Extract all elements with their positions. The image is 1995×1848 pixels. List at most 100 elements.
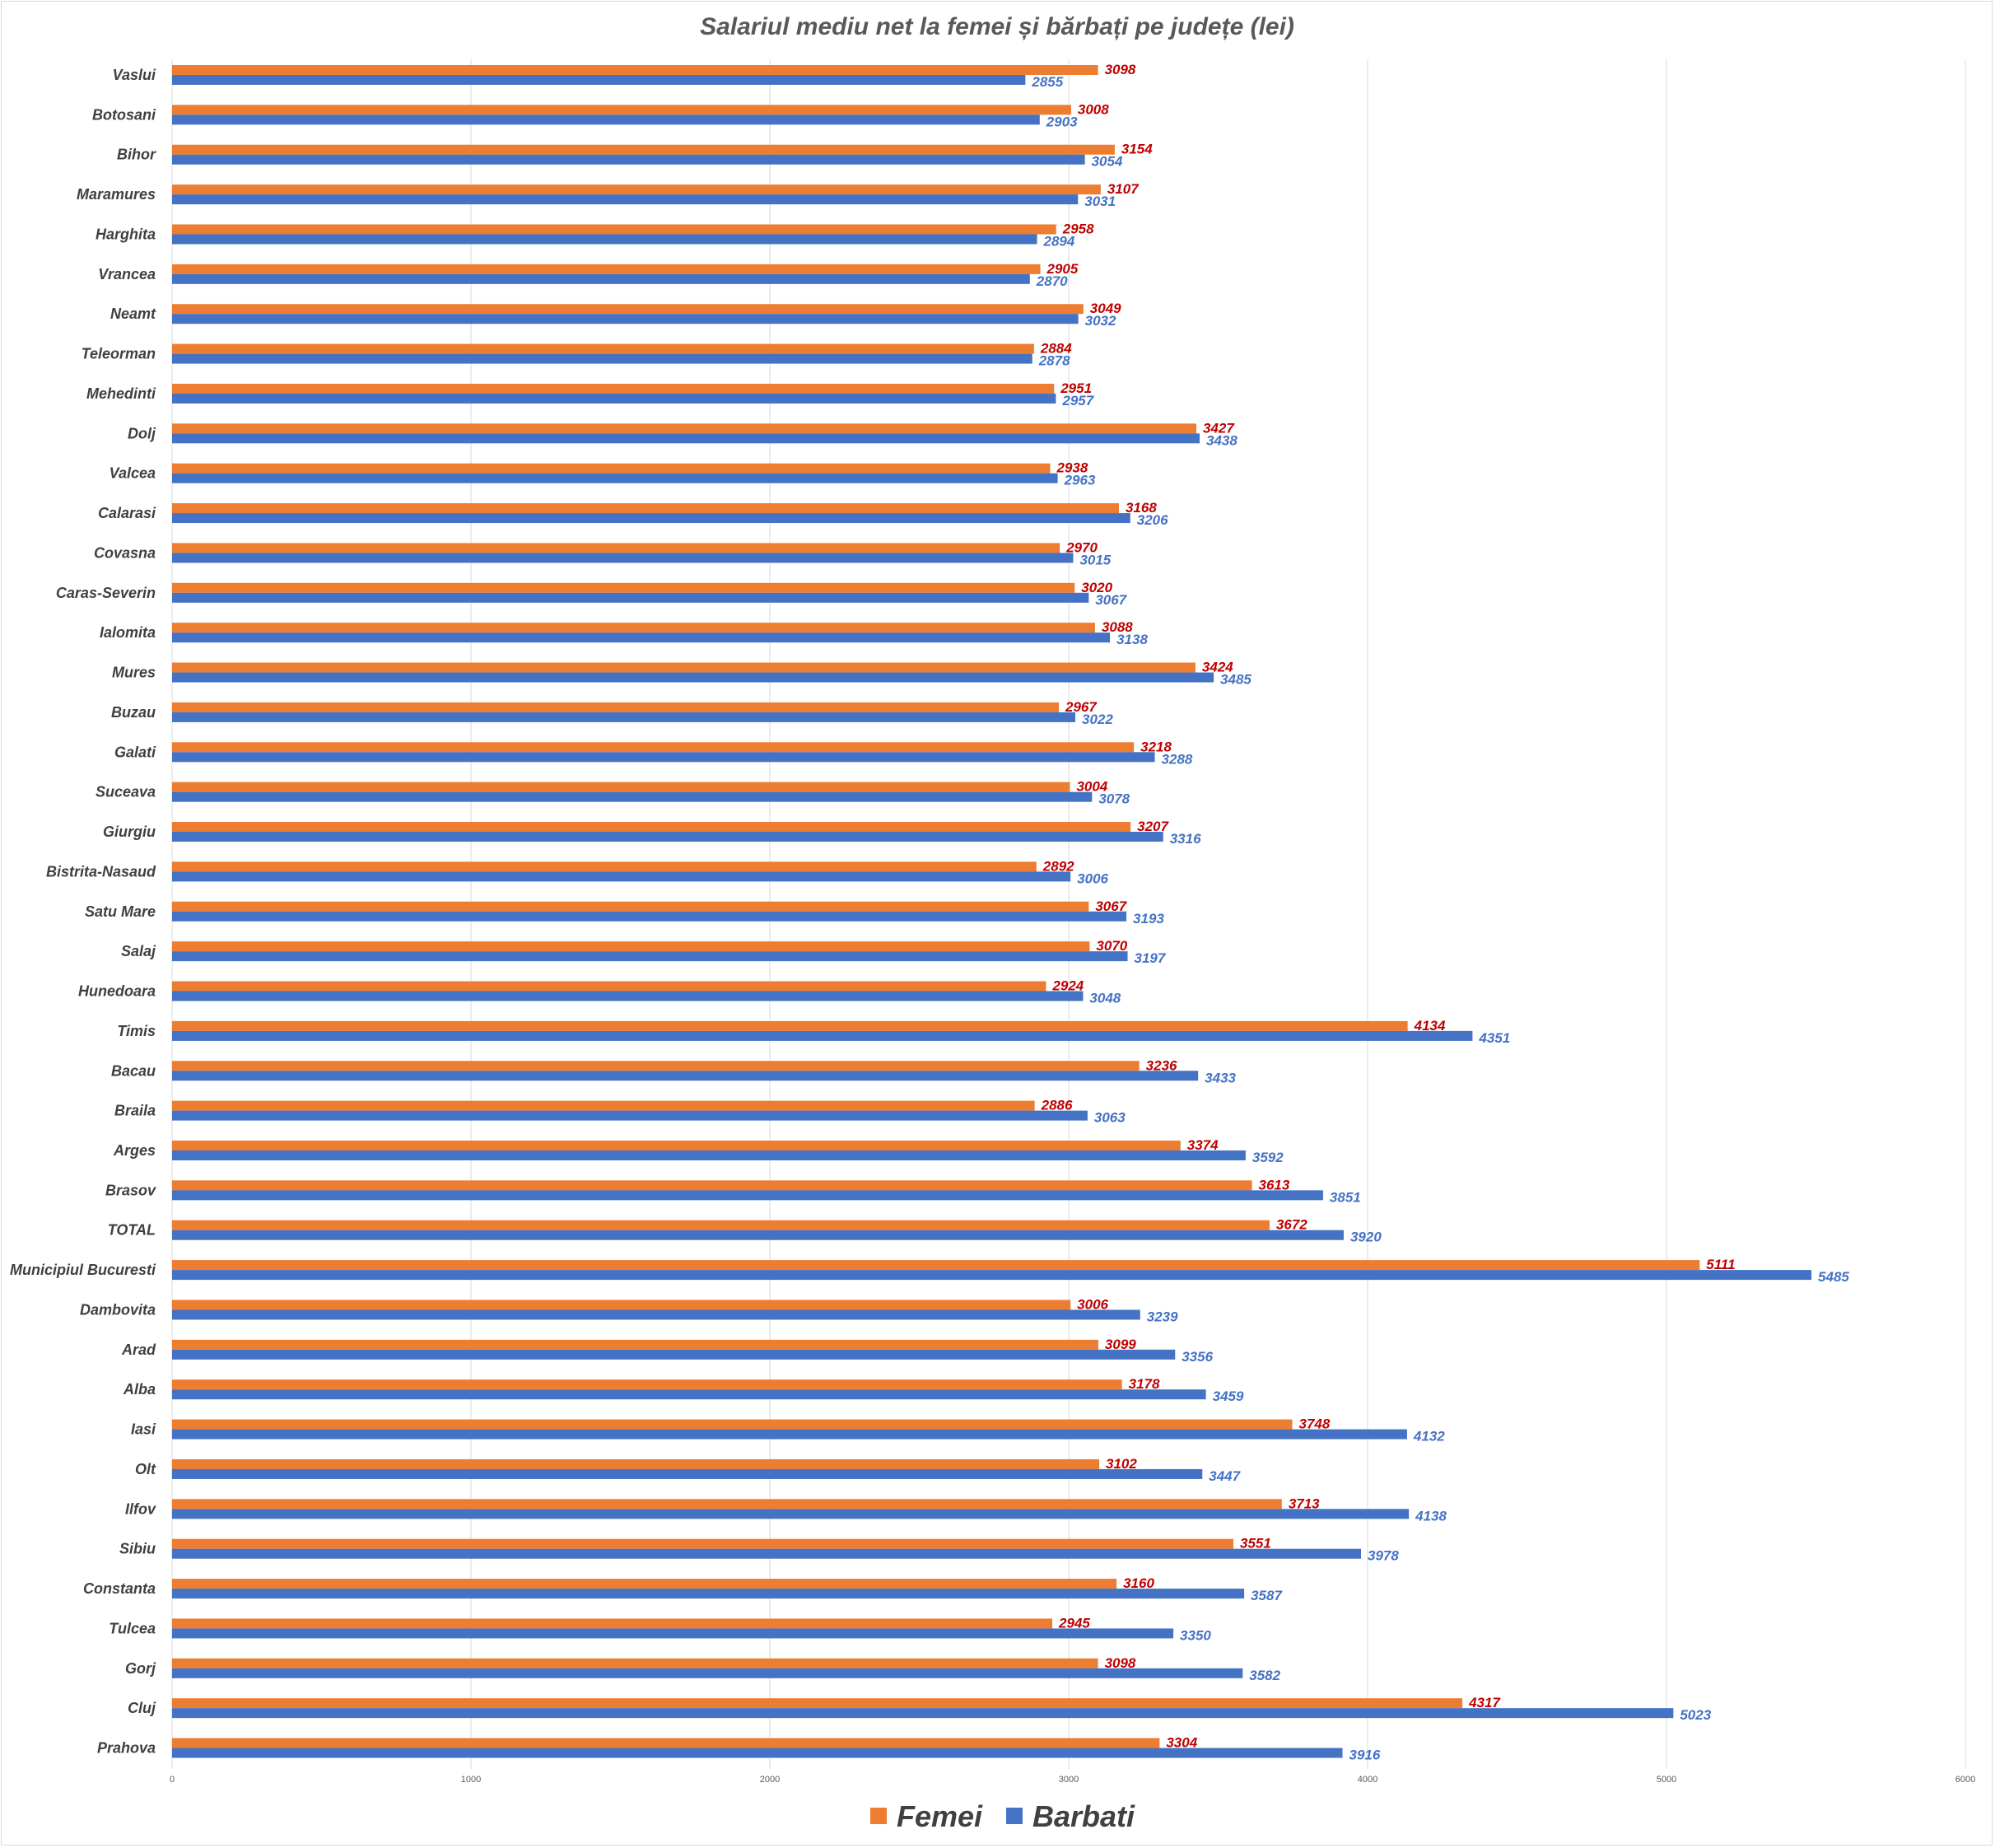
data-label-femei: 3168 (1126, 500, 1157, 516)
bar-femei (172, 543, 1060, 553)
data-label-femei: 2905 (1046, 261, 1079, 277)
data-label-barbati: 2894 (1043, 233, 1075, 249)
bar-barbati (172, 1748, 1343, 1758)
bar-femei (172, 65, 1098, 75)
bar-barbati (172, 194, 1079, 205)
bar-femei (172, 623, 1095, 633)
category-label: Dambovita (80, 1301, 156, 1318)
bar-femei (172, 1061, 1140, 1071)
bar-femei (172, 662, 1196, 673)
data-label-femei: 3006 (1077, 1296, 1108, 1312)
data-label-femei: 3099 (1105, 1337, 1136, 1352)
bar-barbati (172, 991, 1084, 1001)
data-label-barbati: 3138 (1116, 632, 1148, 647)
bar-femei (172, 1020, 1408, 1031)
data-label-barbati: 2855 (1031, 74, 1063, 90)
category-label: TOTAL (108, 1222, 156, 1239)
data-label-barbati: 3006 (1077, 870, 1108, 886)
bar-barbati (172, 154, 1085, 165)
data-label-femei: 3748 (1299, 1416, 1331, 1432)
data-label-femei: 3107 (1107, 181, 1140, 197)
bar-femei (172, 264, 1041, 274)
category-label: Hunedoara (78, 983, 156, 1000)
bar-barbati (172, 393, 1056, 404)
data-label-barbati: 3433 (1205, 1070, 1236, 1085)
category-label: Vrancea (98, 266, 156, 282)
bar-femei (172, 1339, 1098, 1350)
bar-barbati (172, 672, 1214, 683)
category-label: Timis (117, 1023, 156, 1039)
bar-femei (172, 224, 1056, 235)
x-tick-label: 2000 (760, 1775, 780, 1785)
data-label-barbati: 3350 (1180, 1627, 1211, 1643)
data-label-barbati: 2878 (1038, 353, 1070, 369)
data-label-femei: 2945 (1058, 1615, 1090, 1631)
data-label-barbati: 3438 (1206, 432, 1238, 448)
data-label-femei: 2958 (1062, 221, 1094, 236)
data-label-femei: 3304 (1166, 1735, 1197, 1751)
bar-femei (172, 901, 1089, 912)
x-tick-label: 1000 (461, 1775, 481, 1785)
bar-barbati (172, 1708, 1674, 1719)
data-label-barbati: 3978 (1368, 1548, 1399, 1564)
category-label: Ilfov (125, 1500, 156, 1517)
bar-barbati (172, 752, 1155, 763)
data-label-barbati: 3356 (1182, 1349, 1213, 1365)
data-label-femei: 2892 (1042, 858, 1074, 874)
data-label-femei: 3049 (1090, 301, 1121, 316)
bar-barbati (172, 832, 1163, 842)
data-label-femei: 3178 (1129, 1376, 1160, 1392)
data-label-barbati: 3587 (1251, 1588, 1283, 1603)
category-label: Braila (114, 1103, 156, 1119)
bar-femei (172, 503, 1119, 514)
chart-title: Salariul mediu net la femei și bărbați p… (700, 13, 1294, 40)
data-label-femei: 3020 (1081, 580, 1112, 595)
data-label-femei: 3236 (1146, 1057, 1177, 1073)
data-label-barbati: 2963 (1064, 473, 1096, 488)
category-label: Bacau (111, 1062, 156, 1079)
data-label-femei: 3004 (1076, 779, 1107, 795)
data-label-femei: 2924 (1051, 978, 1084, 994)
data-label-barbati: 3316 (1170, 831, 1201, 847)
legend: Femei Barbati (870, 1799, 1135, 1833)
data-label-barbati: 3022 (1082, 712, 1113, 727)
legend-femei-swatch (870, 1808, 887, 1824)
bar-femei (172, 463, 1051, 474)
data-label-barbati: 3916 (1349, 1748, 1381, 1763)
category-label: Calarasi (98, 505, 156, 521)
bar-barbati (172, 473, 1058, 483)
bar-barbati (172, 1230, 1344, 1240)
bar-barbati (172, 1509, 1410, 1519)
category-label: Teleorman (82, 346, 156, 362)
bar-barbati (172, 1349, 1176, 1360)
bar-femei (172, 1618, 1053, 1629)
data-label-femei: 4134 (1414, 1018, 1446, 1034)
category-label: Olt (135, 1461, 156, 1477)
data-label-femei: 2884 (1040, 341, 1072, 357)
bar-femei (172, 1140, 1181, 1150)
data-label-femei: 3102 (1106, 1456, 1137, 1472)
category-label: Sibiu (119, 1541, 156, 1557)
data-label-femei: 3424 (1202, 660, 1233, 675)
bar-barbati (172, 353, 1032, 364)
bar-barbati (172, 1589, 1245, 1599)
category-label: Botosani (92, 106, 156, 123)
data-label-barbati: 3197 (1135, 950, 1167, 966)
category-label: Harghita (96, 226, 156, 242)
data-label-barbati: 3031 (1084, 194, 1116, 209)
bar-femei (172, 1260, 1700, 1271)
category-label: Constanta (83, 1580, 156, 1597)
data-label-femei: 3070 (1096, 938, 1127, 954)
data-label-barbati: 2957 (1061, 393, 1094, 408)
bar-femei (172, 105, 1071, 115)
data-label-barbati: 3054 (1092, 154, 1123, 170)
data-label-femei: 3551 (1240, 1536, 1271, 1552)
bar-barbati (172, 234, 1037, 245)
bar-barbati (172, 632, 1111, 643)
category-label: Valcea (110, 465, 156, 482)
bar-femei (172, 1698, 1463, 1709)
bar-barbati (172, 911, 1127, 922)
category-label: Bistrita-Nasaud (46, 863, 156, 880)
bar-barbati (172, 1190, 1323, 1201)
